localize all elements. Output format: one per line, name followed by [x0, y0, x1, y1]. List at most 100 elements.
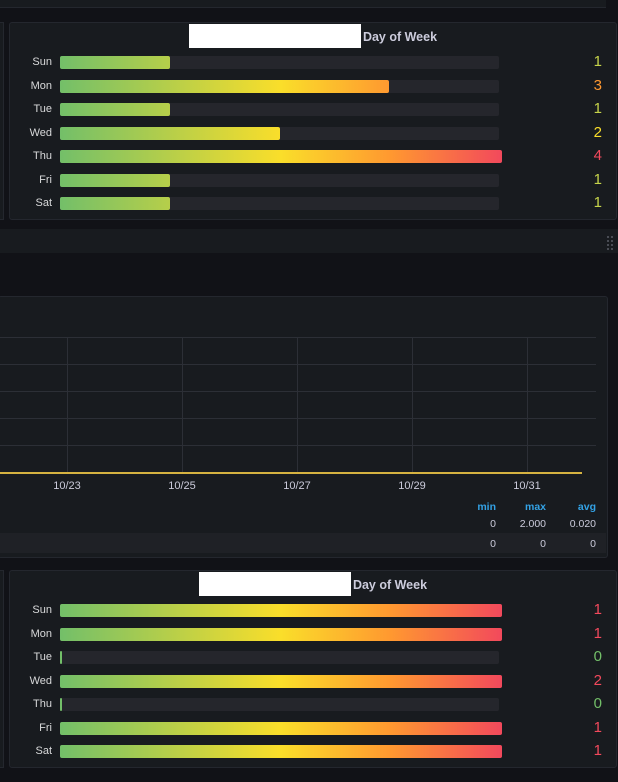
left-panel-edge — [0, 570, 4, 768]
series-line — [0, 472, 582, 474]
day-label: Sat — [35, 197, 52, 209]
day-label: Tue — [33, 651, 52, 663]
day-label: Mon — [30, 627, 52, 640]
day-label: Sun — [32, 56, 52, 68]
bar-track — [60, 745, 502, 758]
bar-fill — [60, 150, 502, 163]
bar-fill — [60, 604, 502, 617]
day-label: Wed — [29, 674, 52, 687]
legend-min: 0 — [490, 538, 496, 550]
day-label: Sat — [35, 745, 52, 757]
day-label: Thu — [33, 150, 52, 162]
bar-fill — [60, 698, 62, 711]
redacted-title-block — [188, 23, 361, 48]
legend-row[interactable]: 0 0 0 — [0, 533, 606, 553]
day-value: 0 — [593, 648, 602, 665]
redacted-title-block — [198, 571, 351, 596]
bar-gauge-row[interactable]: Wed 2 — [10, 671, 618, 690]
bar-gauge-row[interactable]: Fri 1 — [10, 170, 618, 189]
day-value: 1 — [593, 601, 602, 618]
bar-fill — [60, 126, 280, 140]
bar-gauge-row[interactable]: Thu 0 — [10, 695, 618, 713]
bar-gauge-row[interactable]: Thu 4 — [10, 147, 618, 165]
bar-gauge-row[interactable]: Tue 1 — [10, 100, 618, 118]
day-label: Thu — [33, 698, 52, 710]
drag-handle-icon[interactable] — [606, 235, 614, 250]
bar-track — [60, 674, 502, 688]
bar-gauge-row[interactable]: Sat 1 — [10, 194, 618, 212]
legend-header-min[interactable]: min — [477, 501, 496, 513]
x-tick: 10/31 — [513, 480, 541, 492]
bar-track — [60, 126, 499, 140]
panel-title-text: Day of Week — [362, 30, 438, 44]
day-of-week-panel-bottom[interactable]: Day of Week Sun 1 Mon 1 Tue 0 Wed 2 Thu 0 Fri 1 Sat 1 — [9, 570, 617, 768]
bar-fill — [60, 197, 170, 210]
day-label: Fri — [39, 173, 52, 186]
bar-track — [60, 604, 502, 617]
x-tick: 10/25 — [168, 480, 196, 492]
day-label: Sun — [32, 604, 52, 616]
day-value: 1 — [593, 194, 602, 211]
day-label: Mon — [30, 79, 52, 92]
day-value: 0 — [593, 695, 602, 712]
bar-gauge-row[interactable]: Sun 1 — [10, 53, 618, 71]
day-value: 1 — [593, 624, 602, 642]
bar-fill — [60, 721, 502, 735]
bar-fill — [60, 56, 170, 69]
bar-track — [60, 197, 499, 210]
panel-title-text: Day of Week — [352, 578, 428, 592]
x-tick: 10/27 — [283, 480, 311, 492]
bar-track — [60, 698, 499, 711]
bar-gauge-row[interactable]: Wed 2 — [10, 124, 618, 142]
bar-track — [60, 56, 499, 69]
bar-gauge-row[interactable]: Mon 3 — [10, 76, 618, 95]
bar-gauge-row[interactable]: Fri 1 — [10, 718, 618, 737]
bar-fill — [60, 79, 390, 93]
day-value: 1 — [593, 53, 602, 70]
bar-fill — [60, 651, 62, 664]
day-value: 1 — [593, 718, 602, 736]
legend-avg: 0.020 — [569, 518, 596, 530]
bar-track — [60, 79, 499, 93]
bar-track — [60, 103, 499, 116]
bar-fill — [60, 745, 502, 758]
bar-fill — [60, 674, 502, 688]
day-of-week-panel-top[interactable]: Day of Week Sun 1 Mon 3 Tue 1 Wed 2 Thu 4 Fri 1 Sat 1 — [9, 22, 617, 220]
time-series-panel[interactable]: 10/23 10/25 10/27 10/29 10/31 min max av… — [0, 296, 608, 558]
day-label: Tue — [33, 103, 52, 115]
bar-fill — [60, 627, 502, 641]
day-value: 3 — [593, 76, 602, 94]
panel-title: Day of Week — [10, 571, 616, 597]
bar-fill — [60, 173, 170, 187]
bar-fill — [60, 103, 170, 116]
panel-title: Day of Week — [10, 23, 616, 49]
legend-header-max[interactable]: max — [524, 501, 546, 513]
bar-track — [60, 721, 502, 735]
day-value: 1 — [593, 742, 602, 759]
bar-track — [60, 627, 502, 641]
x-tick: 10/23 — [53, 480, 81, 492]
day-label: Wed — [29, 126, 52, 139]
bar-gauge-row[interactable]: Sat 1 — [10, 742, 618, 760]
x-tick: 10/29 — [398, 480, 426, 492]
day-label: Fri — [39, 721, 52, 734]
left-panel-edge — [0, 22, 4, 220]
bar-gauge-row[interactable]: Mon 1 — [10, 624, 618, 643]
bar-gauge-row[interactable]: Tue 0 — [10, 648, 618, 666]
day-value: 1 — [593, 170, 602, 188]
legend-max: 0 — [540, 538, 546, 550]
day-value: 1 — [593, 100, 602, 117]
legend-max: 2.000 — [519, 518, 546, 530]
day-value: 2 — [593, 671, 602, 689]
top-panel-remnant — [0, 0, 606, 8]
legend-min: 0 — [490, 518, 496, 530]
bar-gauge-row[interactable]: Sun 1 — [10, 601, 618, 619]
legend-avg: 0 — [590, 538, 596, 550]
day-value: 4 — [593, 147, 602, 164]
bar-track — [60, 173, 499, 187]
graph-plot-area[interactable] — [0, 337, 596, 475]
bar-track — [60, 150, 502, 163]
bar-track — [60, 651, 499, 664]
legend-header-avg[interactable]: avg — [577, 501, 596, 513]
collapsed-row-bar[interactable] — [0, 229, 618, 253]
